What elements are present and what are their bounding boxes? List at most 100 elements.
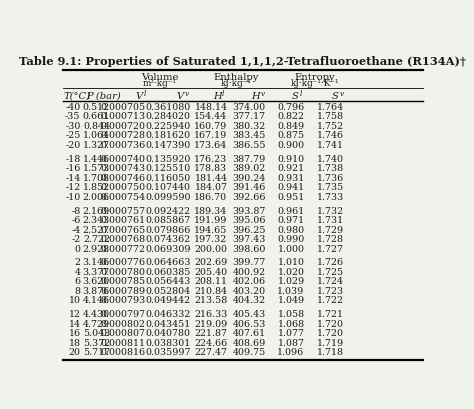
Text: 1.573: 1.573 (82, 164, 110, 173)
Text: 0.000802: 0.000802 (100, 320, 145, 329)
Text: Entropy: Entropy (295, 73, 335, 82)
Text: 0.361080: 0.361080 (146, 103, 191, 112)
Text: 0.910: 0.910 (277, 155, 305, 164)
Text: P (bar): P (bar) (86, 92, 121, 101)
Text: 1.029: 1.029 (277, 277, 305, 286)
Text: 186.70: 186.70 (194, 193, 228, 202)
Text: 2.928: 2.928 (83, 245, 110, 254)
Text: 389.02: 389.02 (232, 164, 266, 173)
Text: 0.085867: 0.085867 (146, 216, 191, 225)
Text: 0.000811: 0.000811 (100, 339, 145, 348)
Text: 0.092422: 0.092422 (146, 207, 191, 216)
Text: 1.725: 1.725 (317, 268, 344, 277)
Text: T(°C): T(°C) (64, 92, 91, 101)
Text: 0.512: 0.512 (83, 103, 110, 112)
Text: 1.752: 1.752 (317, 122, 344, 131)
Text: 1.724: 1.724 (317, 277, 344, 286)
Text: 0.035997: 0.035997 (145, 348, 191, 357)
Text: 0.931: 0.931 (277, 174, 305, 183)
Text: 221.87: 221.87 (194, 329, 228, 338)
Text: 1.049: 1.049 (277, 297, 305, 306)
Text: 380.32: 380.32 (232, 122, 266, 131)
Text: 0.000728: 0.000728 (100, 131, 145, 140)
Text: 148.14: 148.14 (194, 103, 228, 112)
Text: 1.738: 1.738 (317, 164, 344, 173)
Text: 1.732: 1.732 (317, 207, 344, 216)
Text: 4.146: 4.146 (83, 297, 110, 306)
Text: 0.069309: 0.069309 (145, 245, 191, 254)
Text: 0.099590: 0.099590 (145, 193, 191, 202)
Text: 0.064663: 0.064663 (145, 258, 191, 267)
Text: 1.020: 1.020 (278, 268, 305, 277)
Text: 0.000757: 0.000757 (100, 207, 145, 216)
Text: S: S (331, 92, 338, 101)
Text: 0.000705: 0.000705 (100, 103, 145, 112)
Text: 400.92: 400.92 (233, 268, 266, 277)
Text: 202.69: 202.69 (194, 258, 228, 267)
Text: 194.65: 194.65 (194, 226, 228, 235)
Text: -25: -25 (65, 131, 81, 140)
Text: 374.00: 374.00 (233, 103, 266, 112)
Text: 0.000780: 0.000780 (100, 268, 145, 277)
Text: 0.074362: 0.074362 (146, 235, 191, 244)
Text: 14: 14 (69, 320, 81, 329)
Text: -12: -12 (65, 183, 81, 192)
Text: 0.147390: 0.147390 (146, 141, 191, 150)
Text: 8: 8 (74, 287, 81, 296)
Text: 191.99: 191.99 (194, 216, 228, 225)
Text: 0.000776: 0.000776 (100, 258, 145, 267)
Text: 154.44: 154.44 (194, 112, 228, 121)
Text: 0.056443: 0.056443 (146, 277, 191, 286)
Text: 0.971: 0.971 (277, 216, 305, 225)
Text: 213.58: 213.58 (194, 297, 228, 306)
Text: 1.731: 1.731 (317, 216, 344, 225)
Text: 189.34: 189.34 (194, 207, 228, 216)
Text: -18: -18 (65, 155, 81, 164)
Text: 3.620: 3.620 (82, 277, 110, 286)
Text: 1.722: 1.722 (317, 297, 344, 306)
Text: 2.722: 2.722 (83, 235, 110, 244)
Text: kJ·kg⁻¹: kJ·kg⁻¹ (221, 79, 252, 88)
Text: 1.721: 1.721 (317, 310, 344, 319)
Text: 1.740: 1.740 (317, 155, 344, 164)
Text: 167.19: 167.19 (194, 131, 228, 140)
Text: 0.661: 0.661 (82, 112, 110, 121)
Text: 0.125510: 0.125510 (146, 164, 191, 173)
Text: 2.006: 2.006 (83, 193, 110, 202)
Text: 0.284020: 0.284020 (146, 112, 191, 121)
Text: 1.720: 1.720 (317, 329, 344, 338)
Text: 386.55: 386.55 (232, 141, 266, 150)
Text: 406.53: 406.53 (232, 320, 266, 329)
Text: 1.720: 1.720 (317, 320, 344, 329)
Text: 0.875: 0.875 (277, 131, 305, 140)
Text: -8: -8 (71, 207, 81, 216)
Text: H: H (213, 92, 221, 101)
Text: 0.000765: 0.000765 (100, 226, 145, 235)
Text: 1.733: 1.733 (317, 193, 344, 202)
Text: 0.046332: 0.046332 (146, 310, 191, 319)
Text: 404.32: 404.32 (233, 297, 266, 306)
Text: 1.727: 1.727 (317, 245, 344, 254)
Text: 1.446: 1.446 (83, 155, 110, 164)
Text: 0.000736: 0.000736 (100, 141, 145, 150)
Text: 1.708: 1.708 (83, 174, 110, 183)
Text: 1.000: 1.000 (278, 245, 305, 254)
Text: -20: -20 (65, 141, 81, 150)
Text: 1.735: 1.735 (317, 183, 344, 192)
Text: 391.46: 391.46 (232, 183, 266, 192)
Text: 5.043: 5.043 (82, 329, 110, 338)
Text: 184.07: 184.07 (194, 183, 228, 192)
Text: S: S (292, 92, 299, 101)
Text: 4.729: 4.729 (83, 320, 110, 329)
Text: l: l (222, 90, 224, 98)
Text: 6: 6 (74, 277, 81, 286)
Text: 0.000713: 0.000713 (100, 112, 145, 121)
Text: v: v (339, 90, 344, 98)
Text: 0.049442: 0.049442 (146, 297, 191, 306)
Text: 397.43: 397.43 (232, 235, 266, 244)
Text: Enthalpy: Enthalpy (214, 73, 259, 82)
Text: 10: 10 (69, 297, 81, 306)
Text: 0.844: 0.844 (83, 122, 110, 131)
Text: m³·kg⁻¹: m³·kg⁻¹ (143, 79, 176, 88)
Text: 409.75: 409.75 (232, 348, 266, 357)
